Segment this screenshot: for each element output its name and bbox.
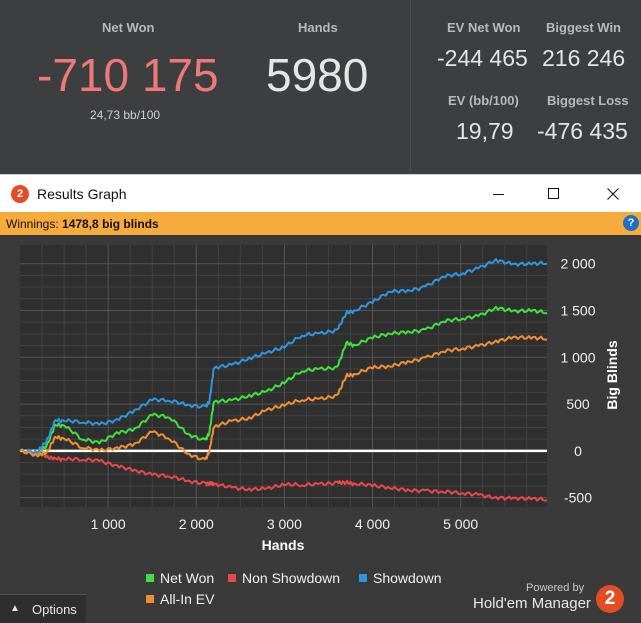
series-lines — [19, 258, 548, 502]
net-won-bb100: 24,73 bb/100 — [90, 108, 161, 122]
window-titlebar[interactable]: 2 Results Graph — [0, 174, 641, 212]
net-won-value: -710 175 — [37, 49, 219, 101]
y-tick-label: 1 000 — [560, 349, 595, 365]
hands-label: Hands — [298, 20, 338, 35]
biggest-win-value: 216 246 — [542, 45, 626, 71]
legend-swatch-showdown — [359, 574, 367, 582]
product-name: Hold'em Manager — [473, 595, 591, 612]
x-tick-label: 5 000 — [443, 516, 478, 532]
ev-bb100-value: 19,79 — [456, 118, 514, 144]
legend-label-showdown: Showdown — [373, 570, 442, 586]
x-axis-label: Hands — [262, 537, 305, 553]
ev-net-won-label: EV Net Won — [447, 20, 521, 35]
chart-legend: Net Won Non Showdown Showdown All-In EV — [146, 570, 442, 607]
x-axis-ticks: 1 000 2 000 3 000 4 000 5 000 — [91, 516, 479, 532]
y-tick-label: -500 — [564, 490, 592, 506]
x-tick-label: 2 000 — [179, 516, 214, 532]
y-tick-label: 2 000 — [560, 256, 595, 272]
chevron-up-icon: ▲ — [10, 603, 20, 614]
powered-by-text: Powered by — [526, 582, 585, 594]
series-line-net-won — [19, 305, 547, 456]
net-won-label: Net Won — [102, 20, 155, 35]
hands-value: 5980 — [266, 49, 369, 101]
hm2-app-icon: 2 — [11, 185, 29, 203]
winnings-label: Winnings: — [6, 217, 59, 231]
legend-label-non-showdown: Non Showdown — [242, 570, 340, 586]
stats-panel: Net Won -710 175 24,73 bb/100 Hands 5980… — [0, 0, 641, 174]
legend-swatch-net-won — [146, 574, 154, 582]
window-title: Results Graph — [37, 186, 127, 202]
close-icon — [607, 188, 619, 200]
series-line-non-showdown — [19, 448, 548, 502]
options-button[interactable]: ▲ Options — [0, 594, 86, 623]
legend-swatch-non-showdown — [228, 574, 236, 582]
biggest-loss-label: Biggest Loss — [547, 93, 629, 108]
biggest-loss-value: -476 435 — [537, 118, 628, 144]
winnings-bar: Winnings: 1478,8 big blinds ? — [0, 212, 641, 235]
minimize-icon — [493, 194, 504, 195]
ev-net-won-value: -244 465 — [437, 45, 528, 71]
ev-bb100-label: EV (bb/100) — [448, 93, 519, 108]
legend-label-all-in-ev: All-In EV — [160, 591, 215, 607]
y-axis-label: Big Blinds — [604, 340, 620, 409]
help-icon[interactable]: ? — [623, 215, 639, 231]
maximize-button[interactable] — [531, 175, 577, 213]
close-button[interactable] — [590, 175, 636, 213]
grid-major — [20, 245, 547, 507]
winnings-value: 1478,8 big blinds — [62, 217, 159, 231]
x-tick-label: 1 000 — [91, 516, 126, 532]
biggest-win-label: Biggest Win — [546, 20, 621, 35]
maximize-icon — [548, 188, 559, 199]
x-tick-label: 3 000 — [267, 516, 302, 532]
y-tick-label: 1 500 — [560, 303, 595, 319]
minimize-button[interactable] — [476, 175, 522, 213]
stats-divider — [410, 0, 411, 174]
options-label: Options — [32, 602, 77, 617]
legend-label-net-won: Net Won — [160, 570, 214, 586]
results-graph-window: 2 Results Graph Winnings: 1478,8 big bli… — [0, 174, 641, 623]
y-tick-label: 500 — [566, 396, 590, 412]
plot-area — [20, 245, 547, 507]
winnings-text: Winnings: 1478,8 big blinds — [6, 217, 159, 231]
series-line-all-in-ev — [19, 335, 548, 461]
y-axis-ticks: -500 0 500 1 000 1 500 2 000 — [560, 256, 595, 506]
series-line-showdown — [19, 258, 548, 455]
y-tick-label: 0 — [574, 443, 582, 459]
x-tick-label: 4 000 — [355, 516, 390, 532]
hm2-logo-icon: 2 — [596, 585, 624, 613]
legend-swatch-all-in-ev — [146, 595, 154, 603]
grid-minor — [20, 245, 547, 507]
